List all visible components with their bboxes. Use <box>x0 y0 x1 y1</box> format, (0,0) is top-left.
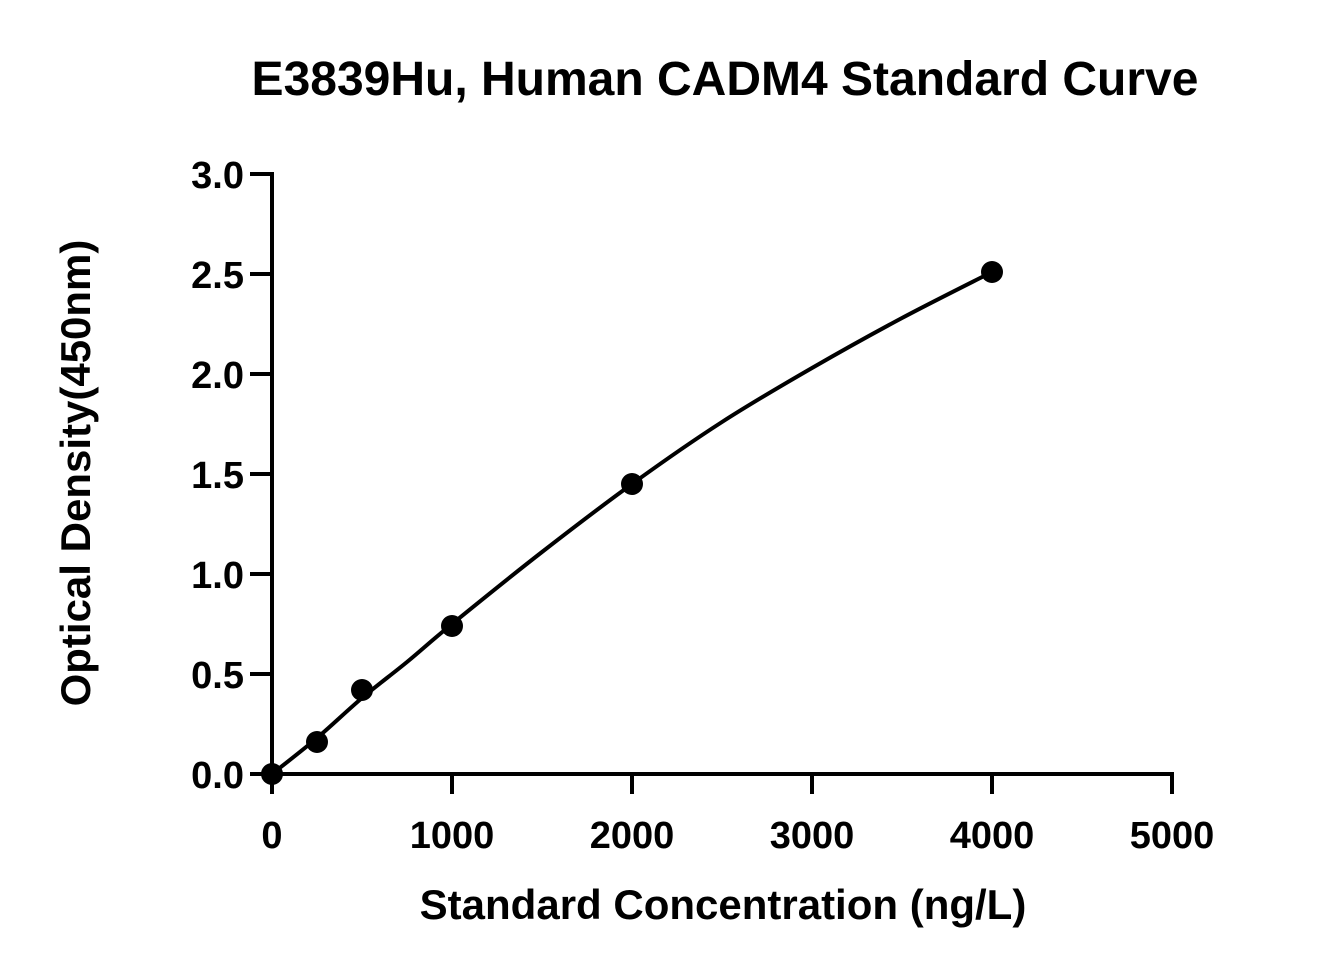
chart-title: E3839Hu, Human CADM4 Standard Curve <box>252 53 1199 106</box>
y-tick-label: 1.0 <box>191 555 244 597</box>
x-tick-label: 2000 <box>590 815 675 857</box>
x-axis-label: Standard Concentration (ng/L) <box>420 881 1027 928</box>
y-tick-label: 1.5 <box>191 455 244 497</box>
fit-curve <box>270 270 993 776</box>
data-point <box>981 261 1003 283</box>
data-point <box>441 615 463 637</box>
y-tick-label: 0.0 <box>191 755 244 797</box>
x-tick-label: 3000 <box>770 815 855 857</box>
data-point <box>306 731 328 753</box>
y-tick-label: 0.5 <box>191 655 244 697</box>
ticks: 0 1000 2000 3000 4000 5000 0.0 0.5 1.0 1.5 2.0 2.5 3… <box>191 155 1214 857</box>
data-points-layer <box>261 261 1003 785</box>
data-point <box>261 763 283 785</box>
y-tick-label: 3.0 <box>191 155 244 197</box>
data-point <box>621 473 643 495</box>
x-tick-label: 4000 <box>950 815 1035 857</box>
y-axis-label: Optical Density(450nm) <box>52 240 99 707</box>
y-tick-label: 2.5 <box>191 255 244 297</box>
x-tick-label: 0 <box>261 815 282 857</box>
data-point <box>351 679 373 701</box>
x-tick-label: 1000 <box>410 815 495 857</box>
fit-curve-layer <box>270 270 993 776</box>
axes <box>270 172 1174 776</box>
y-tick-label: 2.0 <box>191 355 244 397</box>
x-tick-label: 5000 <box>1130 815 1215 857</box>
